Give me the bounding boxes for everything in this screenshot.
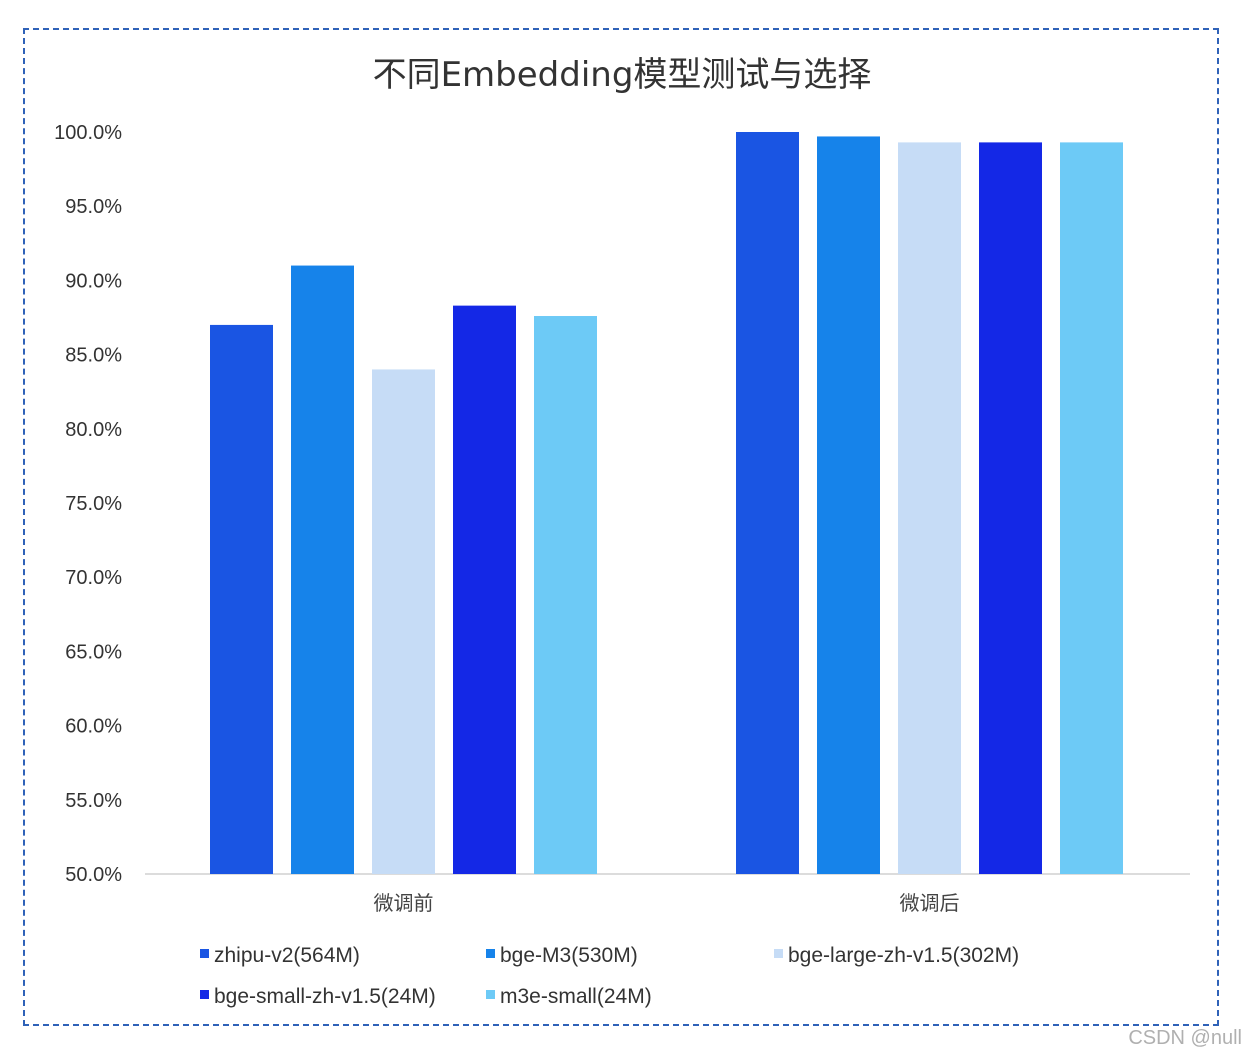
y-tick-label: 95.0% <box>65 196 122 218</box>
legend-swatch <box>200 990 209 999</box>
legend-swatch <box>486 990 495 999</box>
bar <box>291 265 354 874</box>
bar <box>1060 142 1123 874</box>
x-axis: 微调前 微调后 <box>374 891 960 915</box>
legend-label: bge-large-zh-v1.5(302M) <box>788 944 1019 967</box>
bar <box>453 305 516 874</box>
bar <box>534 316 597 874</box>
legend-swatch <box>774 949 783 958</box>
bar <box>817 136 880 874</box>
y-tick-label: 65.0% <box>65 641 122 663</box>
chart-title: 不同Embedding模型测试与选择 <box>373 55 872 95</box>
y-tick-label: 60.0% <box>65 716 122 738</box>
legend-swatch <box>486 949 495 958</box>
y-axis: 100.0% 95.0% 90.0% 85.0% 80.0% 75.0% 70.0% 65.0… <box>54 122 122 886</box>
bar <box>736 132 799 874</box>
chart-frame <box>23 28 1219 1026</box>
bar <box>898 142 961 874</box>
legend-label: bge-small-zh-v1.5(24M) <box>214 985 436 1008</box>
legend-label: m3e-small(24M) <box>500 985 652 1008</box>
x-category-label: 微调前 <box>374 891 434 915</box>
y-tick-label: 50.0% <box>65 864 122 886</box>
watermark: CSDN @null <box>1128 1027 1242 1049</box>
x-category-label: 微调后 <box>900 891 960 915</box>
legend-label: zhipu-v2(564M) <box>214 944 360 967</box>
y-tick-label: 70.0% <box>65 567 122 589</box>
y-tick-label: 55.0% <box>65 790 122 812</box>
y-tick-label: 80.0% <box>65 419 122 441</box>
y-tick-label: 75.0% <box>65 493 122 515</box>
bars-group <box>210 132 1123 874</box>
bar <box>979 142 1042 874</box>
legend-label: bge-M3(530M) <box>500 944 638 967</box>
bar <box>210 324 273 874</box>
y-tick-label: 85.0% <box>65 345 122 367</box>
bar <box>372 369 435 874</box>
legend-swatch <box>200 949 209 958</box>
y-tick-label: 90.0% <box>65 270 122 292</box>
y-tick-label: 100.0% <box>54 122 122 144</box>
legend: zhipu-v2(564M) bge-M3(530M) bge-large-zh-v… <box>200 944 1019 1008</box>
